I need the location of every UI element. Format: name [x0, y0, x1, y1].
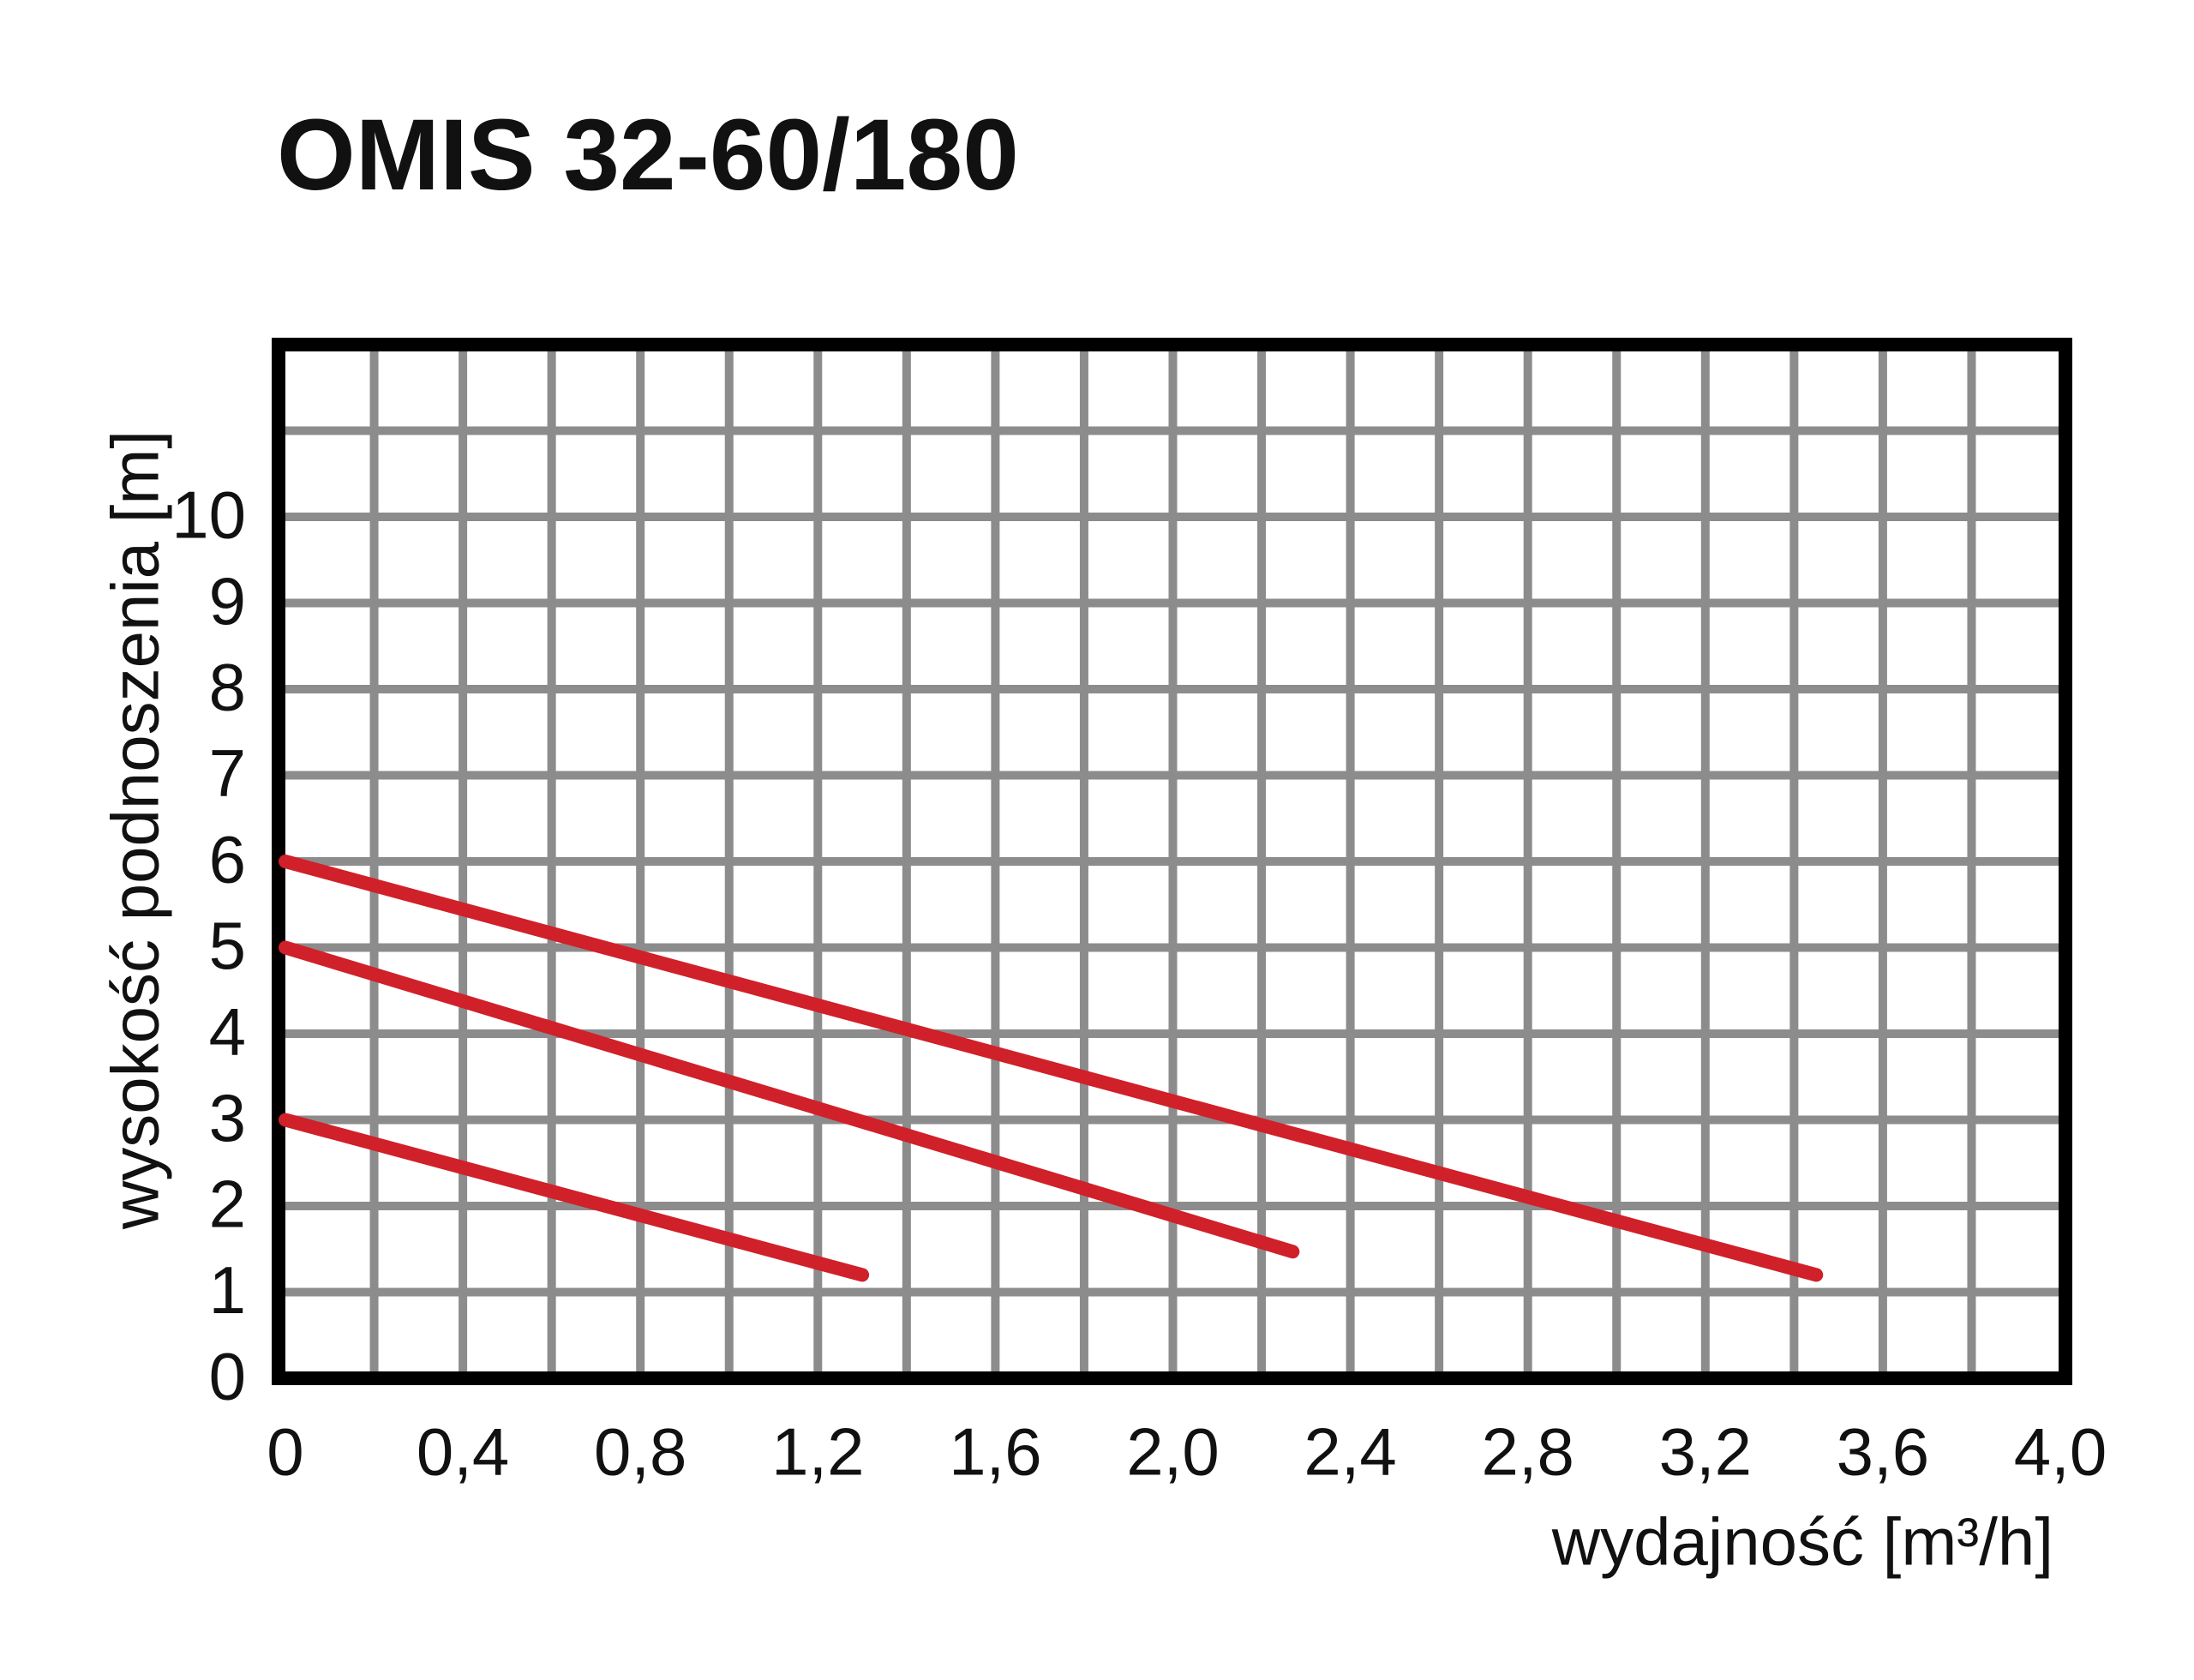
x-tick-label: 0,4 [417, 1414, 509, 1490]
y-tick-label: 2 [209, 1167, 246, 1242]
y-tick-label: 1 [209, 1252, 246, 1328]
x-tick-label: 2,4 [1304, 1414, 1396, 1490]
y-tick-label: 10 [171, 477, 246, 553]
x-tick-label: 0,8 [594, 1414, 686, 1490]
data-line [279, 855, 1824, 1282]
chart-title: OMIS 32-60/180 [277, 99, 1019, 212]
x-tick-label: 3,2 [1659, 1414, 1752, 1490]
x-tick-label: 1,2 [771, 1414, 864, 1490]
x-tick-label: 3,6 [1837, 1414, 1929, 1490]
y-tick-label: 4 [209, 994, 246, 1070]
y-tick-label: 0 [209, 1339, 246, 1414]
x-tick-label: 2,0 [1126, 1414, 1219, 1490]
x-tick-label: 0 [267, 1414, 303, 1490]
y-tick-label: 3 [209, 1080, 246, 1155]
x-tick-label: 1,6 [949, 1414, 1041, 1490]
y-axis-label: wysokość podnoszenia [m] [98, 430, 173, 1230]
x-tick-label: 4,0 [2014, 1414, 2107, 1490]
x-axis-label: wydajność [m³/h] [1551, 1504, 2053, 1580]
x-tick-label: 2,8 [1481, 1414, 1574, 1490]
y-tick-label: 8 [209, 650, 246, 725]
data-line [279, 940, 1300, 1259]
y-tick-label: 7 [209, 735, 246, 811]
y-tick-label: 9 [209, 563, 246, 639]
y-tick-label: 6 [209, 822, 246, 897]
y-tick-label: 5 [209, 908, 246, 983]
data-line [279, 1113, 870, 1282]
